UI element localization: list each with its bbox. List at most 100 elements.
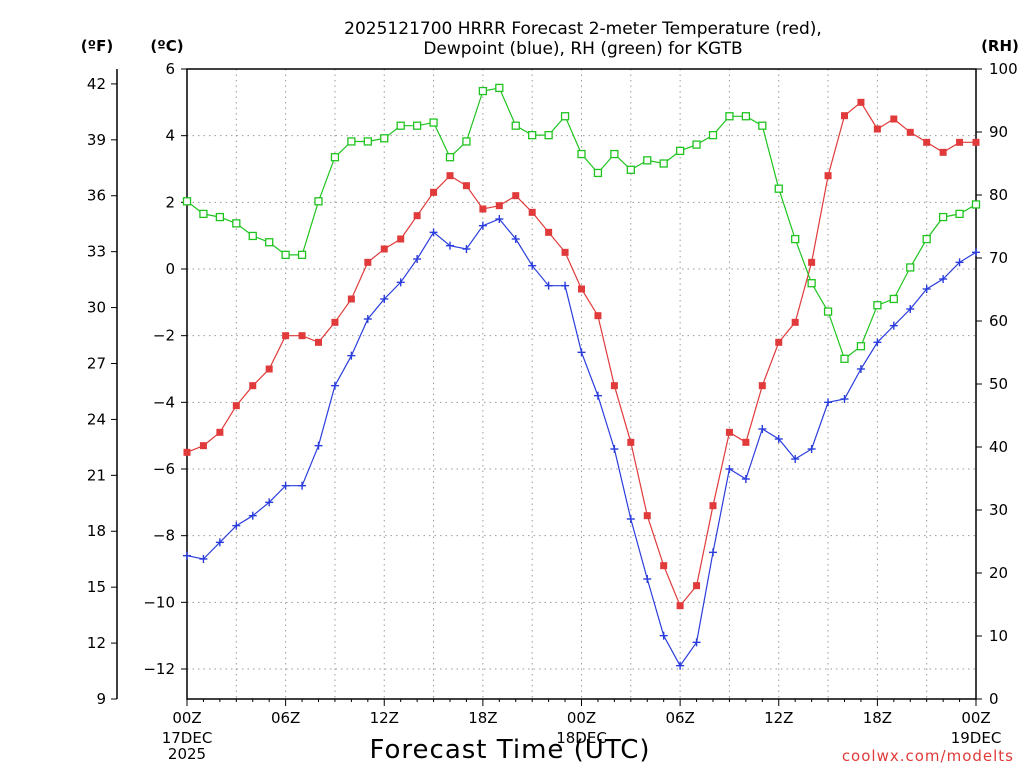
- fahrenheit-tick-label: 24: [87, 410, 106, 428]
- x-tick-label: 18Z: [863, 709, 892, 727]
- temperature-point: [413, 212, 421, 220]
- dewpoint-point: [659, 631, 668, 640]
- celsius-tick-label: −12: [143, 660, 175, 678]
- dewpoint-point: [889, 321, 898, 330]
- rh-point: [725, 112, 734, 121]
- dewpoint-point: [791, 455, 800, 463]
- dewpoint-point: [873, 338, 882, 347]
- temperature-point: [249, 382, 257, 390]
- celsius-tick-label: −8: [153, 527, 175, 545]
- temperature-point: [232, 402, 240, 410]
- fahrenheit-tick-label: 27: [87, 354, 106, 372]
- data-series: [182, 83, 981, 670]
- x-tick-label: 06Z: [271, 709, 300, 727]
- dewpoint-point: [561, 281, 570, 290]
- fahrenheit-tick-label: 15: [87, 578, 106, 596]
- rh-point: [544, 130, 553, 140]
- temperature-point: [430, 188, 438, 196]
- temperature-point: [972, 138, 980, 146]
- temperature-point: [857, 98, 865, 106]
- temperature-point: [331, 318, 339, 326]
- dewpoint-point: [972, 248, 980, 257]
- rh-tick-label: 30: [989, 501, 1008, 519]
- temperature-point: [841, 112, 848, 120]
- dewpoint-point: [725, 465, 734, 473]
- dewpoint-point: [215, 538, 224, 547]
- dewpoint-point: [906, 305, 915, 313]
- dewpoint-point: [709, 548, 717, 557]
- rh-point: [856, 342, 866, 351]
- rh-point: [297, 250, 307, 260]
- rh-point: [232, 219, 241, 228]
- celsius-tick-label: −4: [153, 393, 175, 411]
- temperature-point: [610, 382, 618, 390]
- dewpoint-point: [824, 398, 833, 407]
- celsius-tick-label: 4: [165, 127, 175, 145]
- dewpoint-point: [232, 521, 241, 530]
- rh-point: [495, 83, 504, 93]
- rh-point: [922, 234, 931, 244]
- temperature-point: [512, 192, 520, 200]
- dewpoint-point: [347, 351, 356, 360]
- temperature-point: [528, 208, 536, 216]
- rh-point: [363, 137, 372, 146]
- rh-point: [445, 153, 455, 162]
- rh-point: [938, 212, 948, 222]
- rh-tick-label: 100: [989, 60, 1018, 78]
- rh-unit-label: (RH): [981, 37, 1019, 55]
- axes: 6420−2−4−6−8−10−124239363330272421181512…: [87, 60, 1018, 763]
- rh-point: [675, 146, 685, 156]
- x-tick-date-label: 18DEC: [556, 729, 607, 747]
- rh-point: [955, 209, 964, 219]
- x-tick-date-label: 19DEC: [951, 729, 1002, 747]
- chart-title-line1: 2025121700 HRRR Forecast 2-meter Tempera…: [344, 19, 822, 39]
- dewpoint-point: [939, 275, 948, 283]
- rh-point: [199, 209, 208, 219]
- rh-point: [528, 130, 537, 140]
- dewpoint-point: [955, 258, 964, 267]
- temperature-point: [775, 338, 783, 346]
- rh-tick-label: 40: [989, 438, 1008, 456]
- x-tick-label: 00Z: [567, 709, 596, 727]
- dewpoint-point: [643, 575, 652, 583]
- fahrenheit-tick-label: 30: [87, 299, 106, 317]
- temperature-point: [265, 365, 273, 373]
- celsius-tick-label: 6: [165, 60, 175, 78]
- rh-point: [741, 112, 751, 121]
- fahrenheit-tick-label: 9: [96, 690, 106, 708]
- rh-tick-label: 0: [989, 690, 999, 708]
- dewpoint-point: [511, 235, 520, 243]
- rh-point: [708, 130, 718, 140]
- temperature-point: [725, 428, 733, 436]
- dewpoint-point: [758, 425, 767, 433]
- rh-point: [593, 168, 603, 178]
- temperature-point: [939, 148, 947, 156]
- temperature-point: [923, 138, 931, 146]
- rh-point: [807, 279, 816, 288]
- rh-point: [889, 294, 898, 304]
- rh-point: [265, 238, 274, 247]
- temperature-point: [693, 582, 701, 590]
- dewpoint-point: [692, 638, 701, 647]
- temperature-point: [824, 172, 832, 180]
- rh-point: [182, 197, 192, 206]
- temperature-point: [890, 115, 898, 123]
- temperature-point: [183, 448, 191, 456]
- dewpoint-point: [676, 661, 685, 670]
- temperature-point: [462, 182, 470, 190]
- temperature-point: [199, 442, 207, 450]
- dewpoint-point: [380, 295, 389, 303]
- celsius-tick-label: −10: [143, 593, 175, 611]
- celsius-tick-label: 2: [165, 193, 175, 211]
- rh-point: [560, 112, 570, 121]
- rh-point: [791, 234, 800, 244]
- x-tick-label: 12Z: [764, 709, 793, 727]
- rh-point: [659, 159, 668, 168]
- dewpoint-point: [199, 555, 208, 563]
- rh-tick-label: 70: [989, 249, 1008, 267]
- rh-point: [478, 86, 488, 96]
- temperature-point: [364, 258, 372, 266]
- dewpoint-point: [626, 515, 635, 523]
- temperature-point: [660, 562, 668, 570]
